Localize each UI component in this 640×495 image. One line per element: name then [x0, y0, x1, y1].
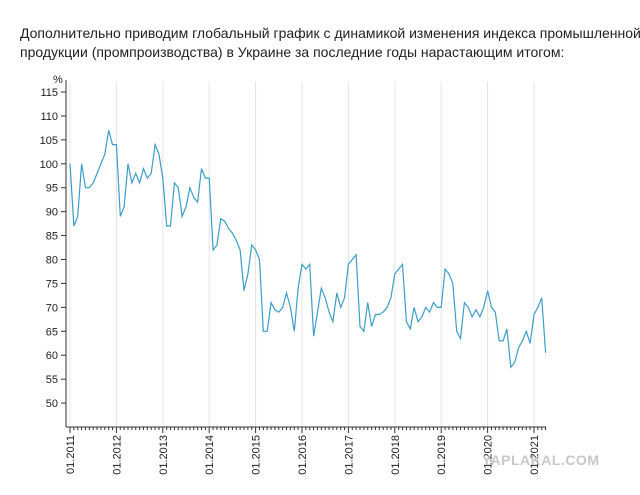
y-tick-label: 95	[46, 183, 58, 195]
y-tick-label: 70	[46, 302, 58, 314]
series-line	[69, 130, 547, 369]
intro-line-2: продукции (промпроизводства) в Украине з…	[20, 44, 565, 60]
y-tick-label: 55	[46, 374, 58, 386]
axes	[65, 80, 546, 428]
x-tick-label: 01.2016	[297, 435, 309, 475]
x-tick-label: 01.2013	[158, 435, 170, 475]
x-tick-label: 01.2019	[436, 435, 448, 475]
x-tick-label: 01.2015	[251, 435, 263, 475]
watermark: YAPLAKAL.COM	[482, 452, 600, 468]
x-tick-label: 01.2020	[483, 435, 495, 475]
intro-line-1: Дополнительно приводим глобальный график…	[20, 25, 640, 41]
y-tick-label: 50	[46, 398, 58, 410]
y-tick-label: 60	[46, 350, 58, 362]
y-tick-label: 65	[46, 326, 58, 338]
y-tick-label: 105	[40, 135, 58, 147]
grid-lines	[69, 82, 535, 427]
intro-text: Дополнительно приводим глобальный график…	[20, 24, 640, 62]
y-axis-label: %	[53, 74, 63, 86]
y-tick-label: 85	[46, 231, 58, 243]
x-tick-label: 01.2011	[65, 435, 77, 474]
y-tick-label: 115	[40, 87, 58, 99]
x-tick-label: 01.2012	[111, 435, 123, 475]
y-tick-label: 90	[46, 207, 58, 219]
y-tick-label: 75	[46, 278, 58, 290]
y-axis-ticks: 50 55 60 65 70 75 80 85 90 95 100 105 110 115	[40, 87, 66, 410]
x-tick-label: 01.2017	[343, 435, 355, 475]
x-axis-ticks: 01.2011 01.2012 01.2013 01.2014 01.2015 01.20…	[65, 427, 547, 475]
y-tick-label: 110	[40, 111, 58, 123]
y-tick-label: 80	[46, 255, 58, 267]
x-tick-label: 01.2018	[390, 435, 402, 475]
x-tick-label: 01.2014	[204, 435, 216, 475]
x-tick-label: 01.2021	[529, 435, 541, 475]
y-tick-label: 100	[40, 159, 58, 171]
